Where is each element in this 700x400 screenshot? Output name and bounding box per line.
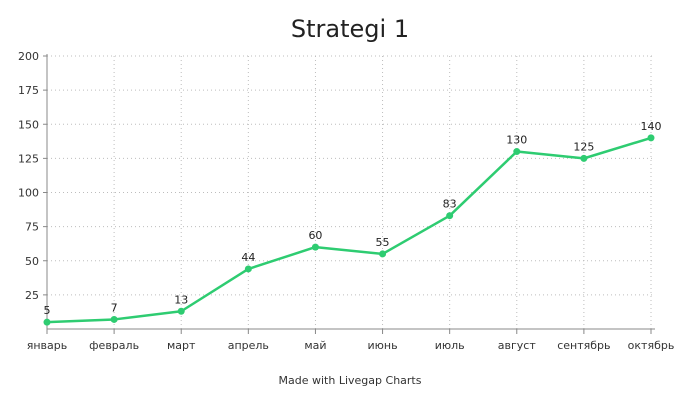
data-label: 125 xyxy=(573,140,594,153)
y-tick-label: 25 xyxy=(25,289,39,302)
series-line xyxy=(45,136,653,324)
x-tick-label: август xyxy=(498,339,537,352)
series xyxy=(43,134,655,326)
data-point xyxy=(244,265,252,273)
data-label: 83 xyxy=(443,198,457,211)
data-label: 130 xyxy=(506,134,527,147)
y-tick-label: 200 xyxy=(18,50,39,63)
chart-title: Strategi 1 xyxy=(291,15,409,43)
data-point xyxy=(446,212,454,220)
y-tick-label: 150 xyxy=(18,118,39,131)
data-labels: 5 7 13 44 60 55 83 130 125 140 xyxy=(44,120,662,317)
data-point xyxy=(177,307,185,315)
data-label: 13 xyxy=(174,293,188,306)
y-tick-label: 175 xyxy=(18,84,39,97)
data-point xyxy=(379,250,387,258)
data-label: 55 xyxy=(376,236,390,249)
x-tick-label: июль xyxy=(435,339,465,352)
footer-credit: Made with Livegap Charts xyxy=(279,374,422,387)
data-point xyxy=(110,315,118,323)
y-tick-label: 50 xyxy=(25,255,39,268)
data-point xyxy=(513,148,521,156)
data-point xyxy=(43,318,51,326)
y-tick-labels: 25 50 75 100 125 150 175 200 xyxy=(18,50,39,302)
grid xyxy=(47,55,655,329)
data-label: 60 xyxy=(308,229,322,242)
data-label: 44 xyxy=(241,251,255,264)
x-tick-label: январь xyxy=(27,339,68,352)
x-tick-label: февраль xyxy=(89,339,139,352)
x-tick-label: март xyxy=(167,339,196,352)
data-label: 140 xyxy=(641,120,662,133)
data-point xyxy=(647,134,655,142)
data-label: 5 xyxy=(44,304,51,317)
axes xyxy=(43,54,655,334)
x-tick-labels: январь февраль март апрель май июнь июль август… xyxy=(27,339,675,352)
data-point xyxy=(580,154,588,162)
data-point xyxy=(311,243,319,251)
y-tick-label: 100 xyxy=(18,187,39,200)
y-tick-label: 75 xyxy=(25,221,39,234)
y-tick-label: 125 xyxy=(18,152,39,165)
data-label: 7 xyxy=(111,301,118,314)
x-tick-label: июнь xyxy=(368,339,398,352)
x-tick-label: апрель xyxy=(228,339,269,352)
x-tick-label: сентябрь xyxy=(557,339,610,352)
x-tick-label: октябрь xyxy=(628,339,675,352)
x-tick-label: май xyxy=(304,339,326,352)
